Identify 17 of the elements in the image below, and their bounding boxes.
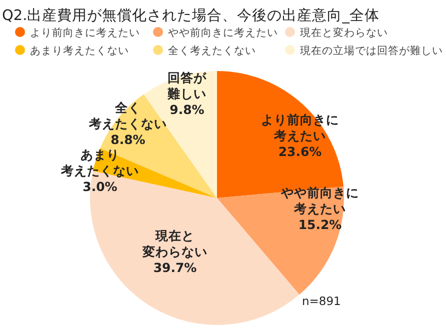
legend-item: あまり考えたくない [15, 45, 129, 57]
legend-item: より前向きに考えたい [15, 27, 140, 39]
legend-label: やや前向きに考えたい [168, 26, 278, 39]
legend-item: 全く考えたくない [153, 45, 256, 57]
legend-item: 現在の立場では回答が難しい [285, 45, 443, 57]
legend-item: やや前向きに考えたい [153, 27, 278, 39]
legend-label: 全く考えたくない [168, 44, 256, 57]
legend-item: 現在と変わらない [285, 27, 388, 39]
data-label: 現在と変わらない 39.7% [142, 228, 208, 275]
legend-label: 現在の立場では回答が難しい [300, 44, 443, 57]
title: Q2.出産費用が無償化された場合、今後の出産意向_全体 [2, 8, 380, 24]
data-label: 回答が難しい 9.8% [168, 70, 206, 117]
legend-label: 現在と変わらない [300, 26, 388, 39]
data-label: 全く考えたくない 8.8% [89, 100, 167, 147]
legend-label: あまり考えたくない [30, 44, 129, 57]
annotation: n=891 [302, 294, 341, 308]
legend-label: より前向きに考えたい [30, 26, 140, 39]
